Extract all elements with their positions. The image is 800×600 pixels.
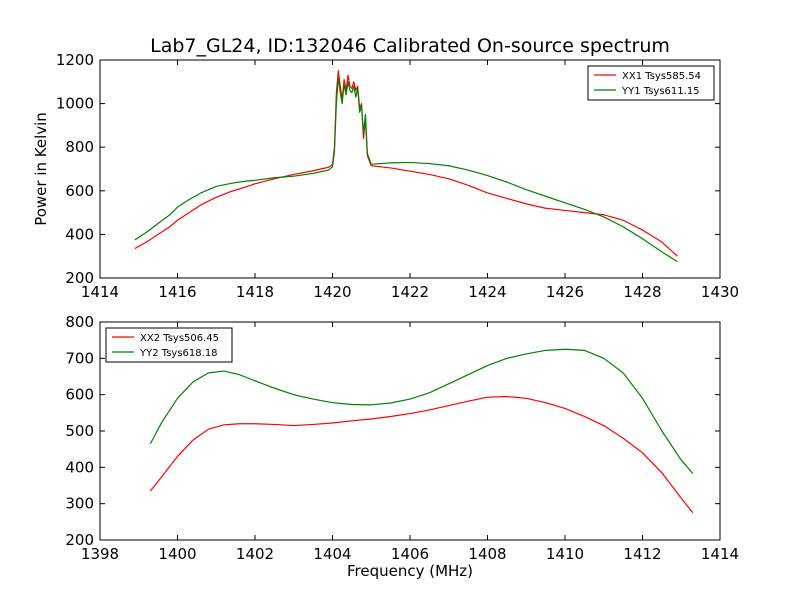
y-tick-label: 800: [65, 138, 94, 156]
y-tick-label: 1200: [56, 51, 94, 69]
y-tick-label: 600: [65, 182, 94, 200]
y-tick-label: 1000: [56, 95, 94, 113]
x-tick-label: 1414: [701, 545, 739, 563]
y-tick-label: 600: [65, 386, 94, 404]
chart-title: Lab7_GL24, ID:132046 Calibrated On-sourc…: [150, 35, 670, 57]
y-tick-label: 400: [65, 458, 94, 476]
x-tick-label: 1414: [81, 283, 119, 301]
x-tick-label: 1398: [81, 545, 119, 563]
x-tick-label: 1424: [468, 283, 506, 301]
legend-entry: YY2 Tsys618.18: [139, 348, 218, 359]
legend: XX2 Tsys506.45 YY2 Tsys618.18: [105, 327, 233, 363]
top-plot: 1414 1416 1418 1420 1422 1424 1426 1428 1430 200 4…: [56, 51, 739, 301]
x-tick-label: 1404: [313, 545, 351, 563]
y-tick-label: 200: [65, 531, 94, 549]
y-tick-label: 800: [65, 313, 94, 331]
legend-entry: XX2 Tsys506.45: [140, 333, 219, 344]
legend-box: [105, 327, 233, 363]
legend-entry: YY1 Tsys611.15: [621, 86, 700, 97]
x-tick-label: 1418: [236, 283, 274, 301]
x-tick-label: 1430: [701, 283, 739, 301]
legend-entry: XX1 Tsys585.54: [622, 71, 701, 82]
legend-box: [587, 65, 715, 101]
legend: XX1 Tsys585.54 YY1 Tsys611.15: [587, 65, 715, 101]
series-line-1-2: [134, 76, 678, 263]
series-line-2-1: [149, 395, 694, 514]
x-tick-label: 1410: [546, 545, 584, 563]
series-line-2-2: [149, 348, 694, 474]
y-tick-label: 700: [65, 349, 94, 367]
x-tick-label: 1426: [546, 283, 584, 301]
x-tick-label: 1420: [313, 283, 351, 301]
x-tick-label: 1402: [236, 545, 274, 563]
x-tick-label: 1416: [158, 283, 196, 301]
y-tick-label: 200: [65, 269, 94, 287]
x-tick-label: 1422: [391, 283, 429, 301]
x-tick-label: 1412: [623, 545, 661, 563]
series-line-1-1: [134, 70, 678, 257]
bottom-x-axis-label: Frequency (MHz): [347, 562, 473, 580]
x-tick-label: 1408: [468, 545, 506, 563]
top-y-axis-label: Power in Kelvin: [32, 112, 50, 226]
bottom-plot: 1398 1400 1402 1404 1406 1408 1410 1412 1414 200 3…: [65, 313, 739, 563]
y-tick-label: 300: [65, 495, 94, 513]
y-tick-label: 400: [65, 225, 94, 243]
x-tick-label: 1428: [623, 283, 661, 301]
y-tick-label: 500: [65, 422, 94, 440]
x-tick-label: 1400: [158, 545, 196, 563]
x-tick-label: 1406: [391, 545, 429, 563]
